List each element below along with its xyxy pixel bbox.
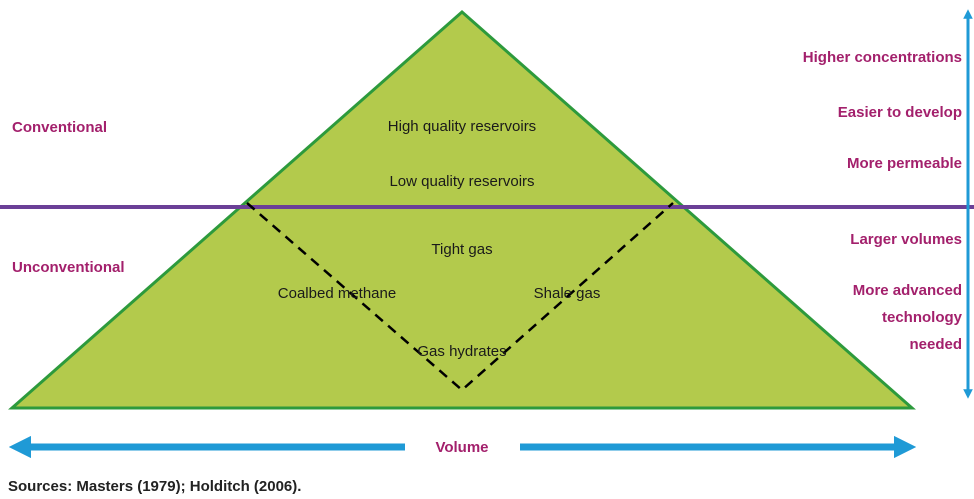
right-label: Larger volumes <box>850 231 962 248</box>
triangle-text: High quality reservoirs <box>388 118 536 135</box>
right-label: More advanced <box>853 282 962 299</box>
triangle-text: Low quality reservoirs <box>389 173 534 190</box>
right-label: Higher concentrations <box>803 49 962 66</box>
triangle-text: Tight gas <box>431 241 492 258</box>
triangle-text: Shale gas <box>534 285 601 302</box>
unconventional-label: Unconventional <box>12 259 125 276</box>
volume-label: Volume <box>435 439 488 456</box>
right-label: needed <box>909 336 962 353</box>
triangle-text: Coalbed methane <box>278 285 396 302</box>
right-label: More permeable <box>847 155 962 172</box>
pyramid <box>8 10 916 410</box>
source-note: Sources: Masters (1979); Holditch (2006)… <box>8 478 301 495</box>
conventional-label: Conventional <box>12 119 107 136</box>
right-label: Easier to develop <box>838 104 962 121</box>
dashed-v <box>246 202 674 392</box>
triangle-text: Gas hydrates <box>417 343 506 360</box>
right-label: technology <box>882 309 963 326</box>
